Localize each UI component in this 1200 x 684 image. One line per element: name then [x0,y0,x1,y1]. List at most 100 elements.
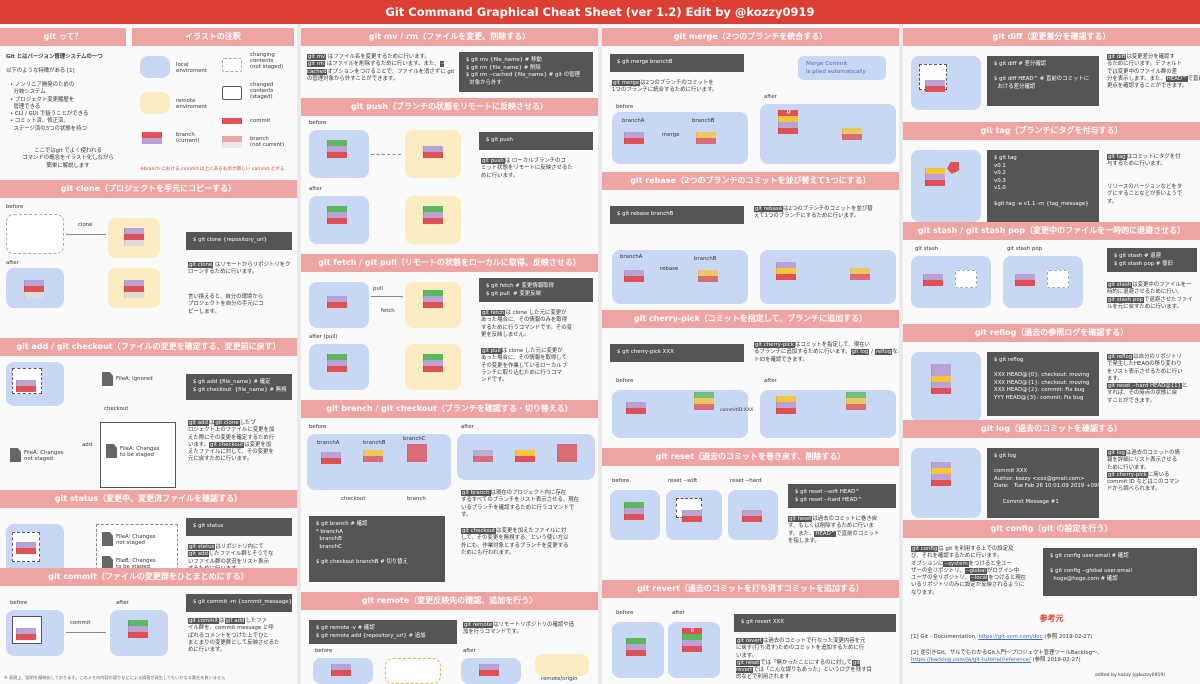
revert-before-label: before [616,610,634,616]
legend-branch-nc-label: branch (not current) [250,136,285,148]
revert-before-stack [626,638,646,656]
remote-after-stack [479,664,499,676]
fetch-after-remote-stack [423,354,443,372]
section-header-rebase: git rebase（2つのブランチのコミットを並び替えて1つにする） [602,172,899,190]
reference-2-link[interactable]: https://backlog.com/ja/git-tutorial/refe… [911,657,1031,664]
clone-arrow-label: clone [78,222,93,228]
remote-desc: git remoteはリモートリポジトリの確認や追 加を行うコマンドです。 [463,622,575,636]
branch-b-stack [363,450,383,462]
reset-hard-label: reset --hard [730,478,762,484]
tag-stack [925,168,945,186]
push-before-label: before [309,120,327,126]
config-desc: git configは git を利用する上での設定及 び、それを確認するために… [911,546,1027,596]
revert-desc: git revertは過去のコミットで行なった変更内容を元 に戻す(打ち消す)た… [736,638,872,681]
reference-1-link[interactable]: https://git-scm.com/doc [978,634,1043,640]
commit-before-label: before [10,600,28,606]
edited-by: edited by kozzy (@kozzy0919) [1095,673,1166,678]
legend-changed-swatch [222,86,242,100]
section-header-merge: git merge（2つのブランチを統合する） [602,28,899,46]
rebase-after-a [776,262,796,280]
intro-list: • ノンリニア開発のための 分岐システム • プロジェクト変更履歴を 管理できる… [10,82,89,132]
add-file-ignored-icon [102,372,113,386]
commit-command: $ git commit -m {commit_message} [186,594,292,612]
stash-pop-target [1047,270,1069,288]
revert-after-stack: R [682,628,702,652]
reset-command: $ git reset --soft HEAD^ $ git reset --h… [788,484,896,508]
section-header-stash: git stash / git stash pop（変更中のファイルを一時的に退… [903,222,1200,240]
cherry-pick-before-b [694,392,714,410]
add-stack [16,380,36,392]
column-2: git mv / rm（ファイルを変更、削除する） git mv はファイル名を… [301,24,598,684]
merge-after-a: M [778,110,798,134]
add-file-staged-icon [106,444,117,458]
commit-desc: git commitはgit addしたファ イル群を、commit messa… [188,618,280,654]
reference-1: [1] Git - Documentation, https://git-scm… [911,634,1093,640]
merge-after-label: after [764,94,777,100]
status-file-a-icon [102,532,113,546]
clone-arrow [66,234,106,235]
section-header-clone: git clone（プロジェクトを手元にコピーする） [0,180,297,198]
diff-stack [925,80,945,92]
merge-arrow-label: merge [662,132,680,138]
reset-desc: git resetは過去のコミットに巻き戻 す、もしくは削除するために行いま す… [788,516,880,544]
merge-command: $ git merge branchB [610,54,744,72]
log-stack [931,462,951,486]
legend-branch-current-label: branch (current) [176,132,200,144]
section-header-remote: git remote（変更反映先の確認、追加を行う） [301,592,598,610]
merge-a-label: branchA [622,118,645,124]
rebase-b-stack [698,270,718,282]
section-header-cherry-pick: git cherry-pick（コミットを指定して、ブランチに追加する） [602,310,899,328]
push-desc: git pushは ローカルブランチのコ ミット状態をリモートに反映させるた め… [481,158,573,179]
clone-after-label: after [6,260,19,266]
page-title: Git Command Graphical Cheat Sheet (ver 1… [0,0,1200,24]
section-header-config: git config（git の設定を行う） [903,520,1200,538]
commit-arrow [66,632,106,633]
add-notstaged-label: FileA: Changes not staged [24,450,64,462]
cherry-pick-after-label: after [764,378,777,384]
section-header-tag: git tag（ブランチにタグを付与する） [903,122,1200,140]
stash-pop-label: git stash pop [1007,246,1043,252]
diff-desc: git diffは変更差分を確認す るために行います。デフォルト では変更中のフ… [1107,54,1200,90]
section-header-reflog: git reflog（過去の参照ログを確認する） [903,324,1200,342]
section-header-status: git status（変更中、変更済ファイルを確認する） [0,490,297,508]
fetch-command: $ git fetch # 変更情報取得 $ git pull # 変更反映 [479,278,593,302]
legend-changed-label: changed contents (staged) [250,82,274,100]
branch-after-c [557,444,577,462]
branch-command: $ git branch # 確認 * branchA branchB bran… [309,516,445,582]
commit-arrow-label: commit [70,620,91,626]
footer-note: ※ 表現上、説明を簡略化しております。このメモの内容の誤りなどによる損害が発生し… [4,675,226,680]
branch-c-stack [407,444,427,462]
merge-desc: git mergeは2つのブランチのコミットを 1つのブランチに統合するために行… [612,80,718,94]
fetch-after-pull-label: after (pull) [309,334,338,340]
reflog-desc: git reflogは自分のリポジトリ で発生したHEADの移り変わり をリスト… [1107,354,1188,404]
remote-command: $ git remote -v # 確認 $ git remote add {r… [309,620,457,644]
legend-changing-swatch [222,58,242,72]
fetch-pull-label: pull [373,286,383,292]
intro-bold: Git とはバージョン管理システムの一つ [6,54,103,60]
stash-command: $ git stash # 退避 $ git stash pop # 復旧 [1107,248,1197,272]
merge-bubble: Merge Commit is piled automatically [798,56,886,80]
merge-a-stack [624,132,644,144]
reset-soft-stack [682,510,702,522]
section-header-reset: git reset（過去のコミットを巻き戻す、削除する） [602,448,899,466]
remote-after-label: after [463,648,476,654]
clone-after-remote-stack [124,280,144,298]
push-command: $ git push [479,132,593,150]
section-header-add: git add / git checkout（ファイルの変更を確定する、変更前に… [0,338,297,356]
add-ignored-label: FileA: Ignored [116,376,153,382]
tag-command: $ git tag v0.1 v0.2 v0.3 v1.0 $git tag -… [987,150,1099,224]
cherry-pick-after-b [846,392,866,410]
push-before-remote-stack [423,146,443,158]
remote-before-stack [331,664,351,676]
column-3: git merge（2つのブランチを統合する） $ git merge bran… [602,24,899,684]
reflog-command: $ git reflog XXX HEAD@{0}: checkout: mov… [987,352,1099,416]
revert-command: $ git revert XXX [734,614,896,632]
legend-commit-swatch [222,118,242,124]
commit-after-label: after [116,600,129,606]
log-desc: git logは過去のコミットの情 報を詳細にリスト表示させる ために行います。… [1107,450,1180,493]
reference-2: [2] 逆引きGit。サルでもわかるGit入門〜プロジェクト管理ツールBackl… [911,650,1100,664]
cherry-pick-before-env [612,390,748,438]
add-file-notstaged-icon [10,448,21,462]
fetch-local-stack [327,296,347,308]
clone-desc: git clone はリモートからリポジトリをクローンするために行います。 [188,262,291,276]
